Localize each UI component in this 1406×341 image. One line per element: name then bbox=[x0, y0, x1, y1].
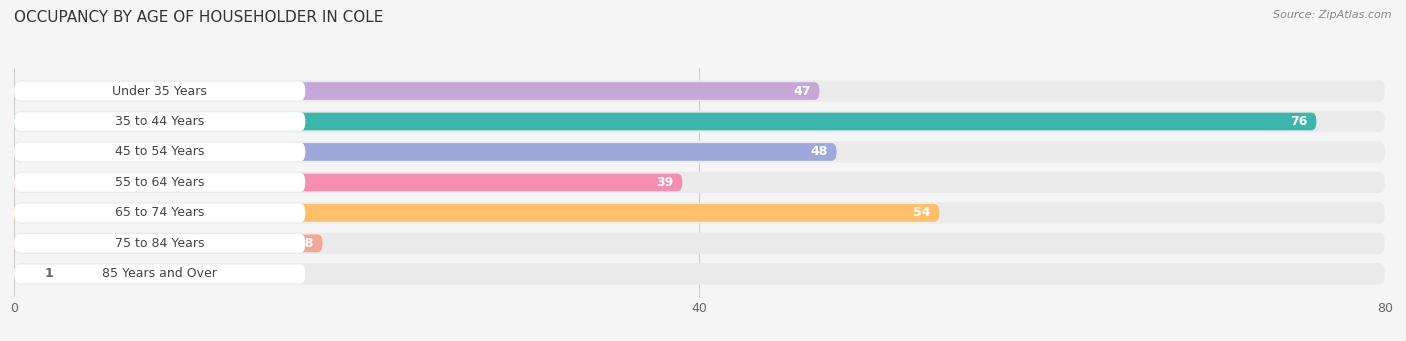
FancyBboxPatch shape bbox=[14, 111, 1385, 132]
Text: 76: 76 bbox=[1291, 115, 1308, 128]
Text: 54: 54 bbox=[914, 206, 931, 219]
Text: 85 Years and Over: 85 Years and Over bbox=[103, 267, 217, 280]
FancyBboxPatch shape bbox=[14, 235, 322, 252]
Text: 45 to 54 Years: 45 to 54 Years bbox=[115, 146, 204, 159]
FancyBboxPatch shape bbox=[14, 141, 1385, 163]
Text: 48: 48 bbox=[811, 146, 828, 159]
FancyBboxPatch shape bbox=[14, 112, 305, 131]
FancyBboxPatch shape bbox=[14, 173, 305, 192]
Text: 65 to 74 Years: 65 to 74 Years bbox=[115, 206, 204, 219]
FancyBboxPatch shape bbox=[14, 204, 305, 222]
Text: Source: ZipAtlas.com: Source: ZipAtlas.com bbox=[1274, 10, 1392, 20]
Text: 35 to 44 Years: 35 to 44 Years bbox=[115, 115, 204, 128]
FancyBboxPatch shape bbox=[14, 82, 820, 100]
FancyBboxPatch shape bbox=[14, 202, 1385, 224]
FancyBboxPatch shape bbox=[14, 143, 305, 161]
FancyBboxPatch shape bbox=[14, 113, 1316, 130]
Text: 39: 39 bbox=[657, 176, 673, 189]
FancyBboxPatch shape bbox=[14, 172, 1385, 193]
FancyBboxPatch shape bbox=[14, 265, 31, 283]
FancyBboxPatch shape bbox=[14, 234, 305, 253]
FancyBboxPatch shape bbox=[14, 264, 305, 283]
Text: 18: 18 bbox=[297, 237, 314, 250]
FancyBboxPatch shape bbox=[14, 174, 682, 191]
Text: 75 to 84 Years: 75 to 84 Years bbox=[115, 237, 204, 250]
FancyBboxPatch shape bbox=[14, 263, 1385, 284]
Text: 47: 47 bbox=[793, 85, 811, 98]
Text: 55 to 64 Years: 55 to 64 Years bbox=[115, 176, 204, 189]
FancyBboxPatch shape bbox=[14, 80, 1385, 102]
FancyBboxPatch shape bbox=[14, 143, 837, 161]
Text: Under 35 Years: Under 35 Years bbox=[112, 85, 207, 98]
FancyBboxPatch shape bbox=[14, 81, 305, 101]
FancyBboxPatch shape bbox=[14, 233, 1385, 254]
FancyBboxPatch shape bbox=[14, 204, 939, 222]
Text: OCCUPANCY BY AGE OF HOUSEHOLDER IN COLE: OCCUPANCY BY AGE OF HOUSEHOLDER IN COLE bbox=[14, 10, 384, 25]
Text: 1: 1 bbox=[45, 267, 53, 280]
